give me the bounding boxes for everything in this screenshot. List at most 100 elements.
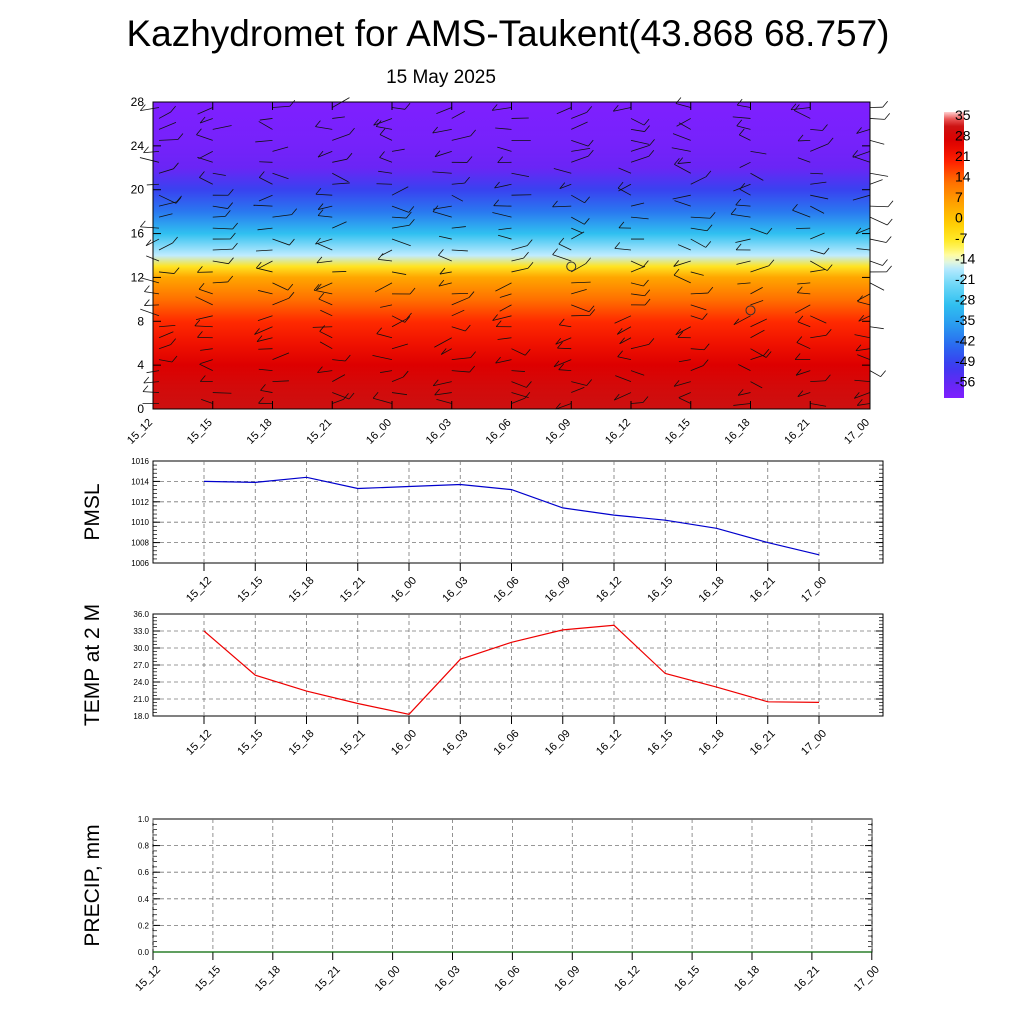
wind-barb-flag: [797, 315, 804, 323]
wind-barb: [674, 381, 691, 387]
wind-barb: [555, 403, 572, 410]
wind-barb-flag: [343, 393, 349, 400]
precip-y-axis-label: PRECIP, mm: [81, 824, 104, 946]
wind-barb: [732, 116, 751, 119]
temp2m-y-tick-label: 27.0: [133, 661, 149, 670]
pmsl-panel: 1006 1008 1010 1012 1014 1016 15_12 15_15 15_18 1…: [81, 457, 884, 605]
wind-barb: [212, 172, 226, 176]
wind-barb: [869, 260, 883, 266]
wind-barb: [312, 326, 333, 328]
wind-barb-flag: [557, 341, 563, 349]
wind-barb: [556, 107, 572, 115]
wind-barb-flag: [317, 203, 324, 210]
wind-barb: [492, 212, 512, 218]
wind-barb-flag: [766, 227, 773, 235]
temp2m-series-line: [203, 624, 820, 715]
wind-barb-flag: [373, 119, 379, 126]
wind-barb: [854, 392, 871, 399]
wind-barb: [381, 249, 393, 256]
wind-barb: [795, 370, 811, 376]
temperature-heatmap-panel: 0 4 8 12 16 20 24 28 15_12 15_15 15_18 15_21 16_00 1…: [125, 95, 894, 447]
wind-barb: [559, 183, 572, 189]
wind-barb: [317, 205, 333, 210]
wind-barb-flag: [258, 171, 265, 178]
wind-barb: [436, 107, 452, 114]
wind-barb: [257, 260, 273, 270]
wind-barb-flag: [763, 348, 770, 356]
wind-barb-flag: [616, 328, 623, 335]
wind-barb: [571, 139, 589, 147]
wind-barb: [332, 158, 348, 163]
wind-barb: [571, 155, 589, 163]
wind-barb-flag: [617, 350, 623, 358]
wind-barb: [630, 402, 644, 404]
wind-barb: [259, 177, 273, 185]
wind-barb-flag: [588, 149, 594, 157]
temp2m-x-tick-label: 16_18: [697, 728, 727, 758]
wind-barb: [869, 326, 884, 330]
temp2m-y-tick-label: 18.0: [133, 712, 149, 721]
wind-barb: [857, 301, 871, 306]
wind-barb: [317, 243, 333, 251]
wind-barb-flag: [440, 348, 447, 355]
heatmap-x-tick-label: 16_00: [364, 417, 394, 447]
wind-barb-flag: [225, 210, 231, 217]
wind-barb: [810, 129, 823, 131]
wind-barb: [258, 368, 273, 372]
heatmap-y-tick-label: 4: [137, 358, 144, 372]
wind-barb: [571, 304, 590, 313]
wind-barb-flag: [827, 137, 834, 145]
wind-barb: [571, 381, 587, 386]
wind-barb: [571, 281, 591, 284]
wind-barb-flag: [176, 195, 182, 203]
wind-barb-flag: [706, 224, 713, 232]
wind-barb: [497, 234, 512, 240]
wind-barb-flag: [434, 150, 441, 157]
wind-barb: [143, 150, 160, 154]
wind-barb: [672, 133, 691, 141]
wind-barb: [391, 186, 409, 196]
wind-barb: [676, 118, 691, 127]
wind-barb: [391, 318, 407, 328]
wind-barb: [332, 133, 350, 141]
colorbar-label: -42: [955, 333, 975, 349]
wind-barb: [797, 321, 811, 328]
wind-barb: [678, 359, 691, 363]
wind-barb: [142, 391, 160, 393]
precip-x-tick-label: 16_18: [732, 964, 762, 994]
wind-barb-flag: [409, 287, 416, 295]
pmsl-y-tick-label: 1016: [131, 457, 149, 466]
wind-barb: [451, 226, 466, 229]
wind-barb: [678, 392, 691, 398]
wind-barb: [319, 331, 333, 339]
wind-barb-flag: [852, 150, 859, 157]
heatmap-y-tick-label: 24: [131, 139, 145, 153]
wind-barb-flag: [524, 348, 531, 356]
pmsl-x-tick-label: 16_06: [492, 575, 522, 605]
wind-barb: [494, 183, 512, 189]
wind-barb-flag: [230, 232, 236, 240]
wind-barb: [552, 205, 572, 208]
wind-barb-flag: [885, 236, 892, 243]
wind-barb: [810, 143, 829, 152]
wind-barb: [737, 282, 751, 285]
wind-barb-flag: [495, 320, 502, 327]
colorbar-label: -14: [955, 251, 975, 267]
wind-barb: [677, 244, 691, 251]
heatmap-x-tick-label: 16_06: [484, 417, 514, 447]
wind-barb: [869, 172, 889, 177]
wind-barb-flag: [614, 242, 621, 249]
wind-barb-flag: [145, 239, 152, 247]
colorbar-scale: [944, 112, 964, 398]
wind-barb: [255, 139, 273, 143]
wind-barb-flag: [432, 126, 438, 134]
wind-barb-flag: [232, 222, 238, 230]
wind-barb: [332, 399, 344, 404]
pmsl-x-tick-label: 16_09: [543, 575, 573, 605]
wind-barb: [796, 342, 811, 350]
wind-barb: [690, 176, 707, 185]
wind-barb: [256, 337, 273, 342]
wind-barb: [810, 380, 826, 382]
wind-barb-flag: [643, 260, 649, 267]
wind-barb-flag: [526, 239, 533, 246]
